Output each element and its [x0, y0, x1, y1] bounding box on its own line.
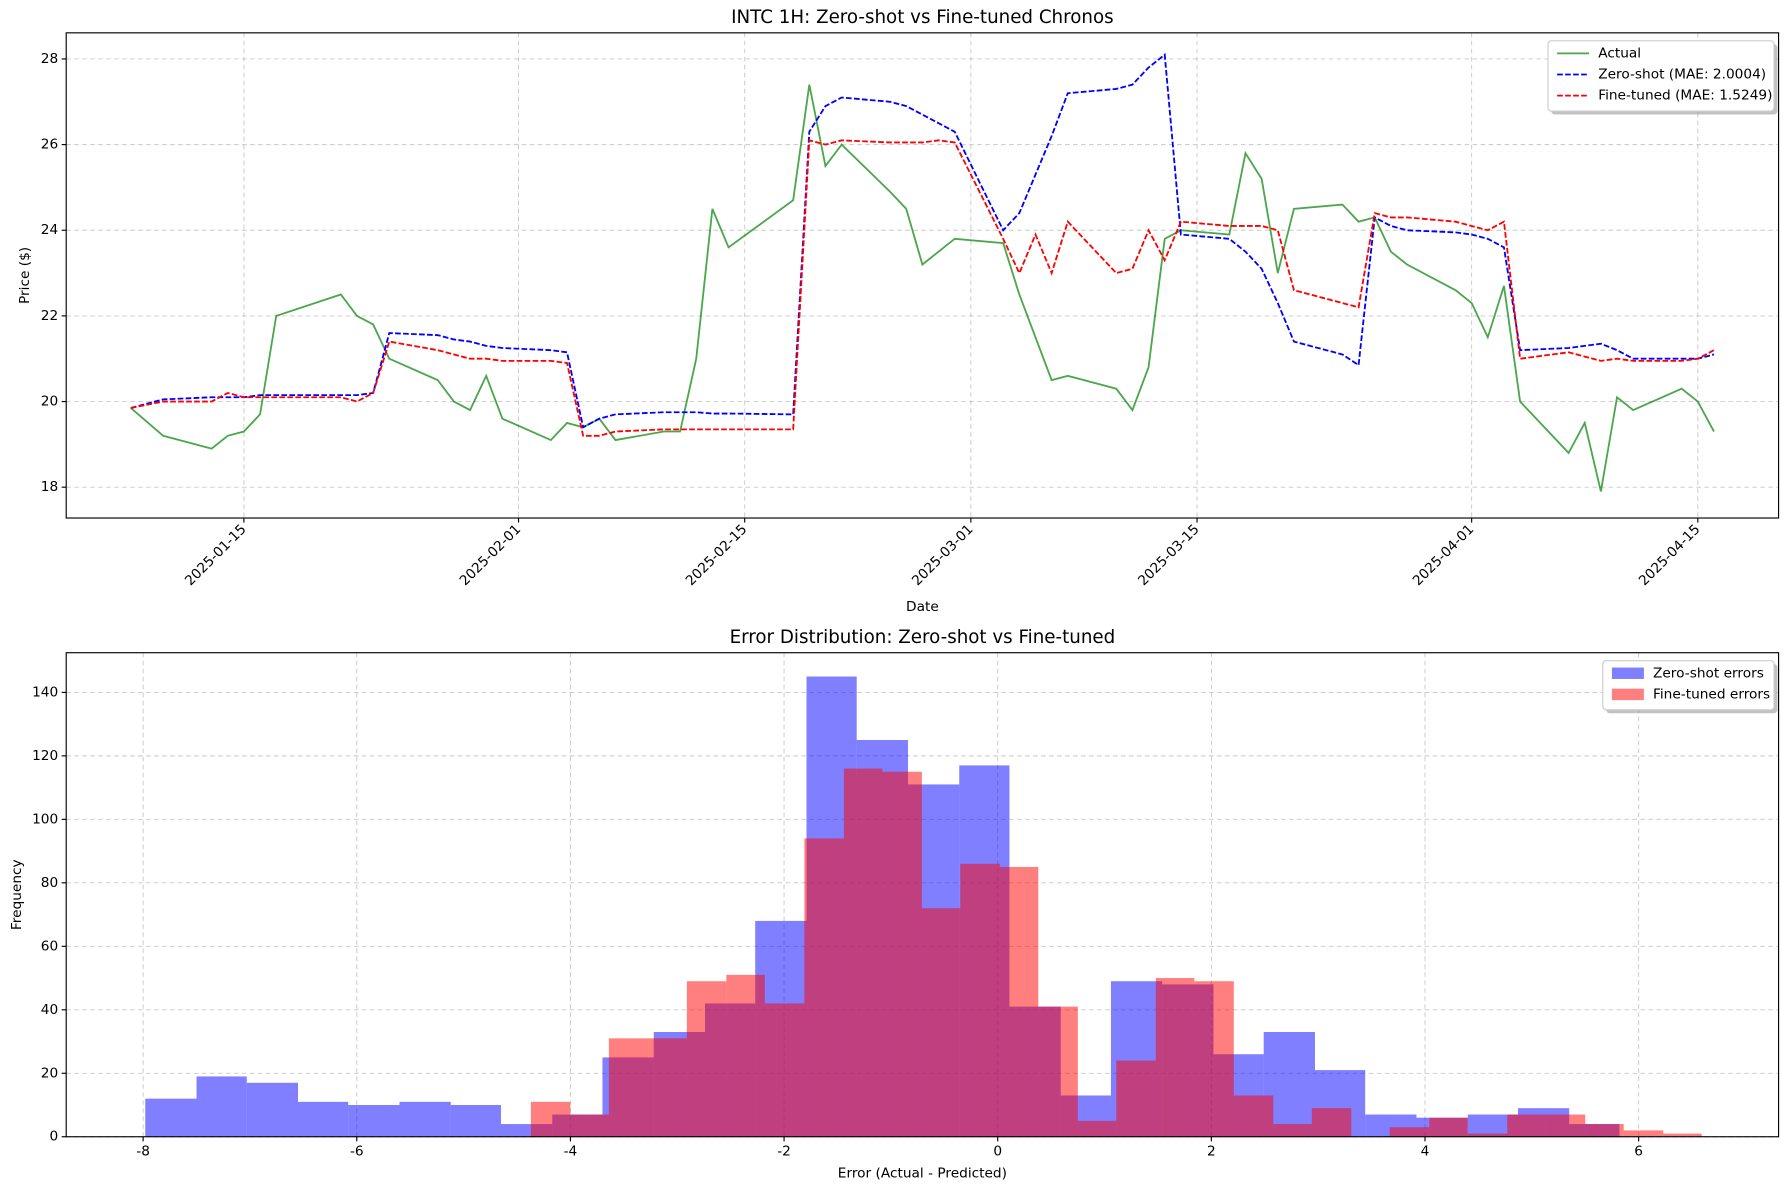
histogram-bar — [648, 1038, 687, 1137]
x-tick-label: 2025-03-01 — [909, 521, 977, 589]
histogram-bar — [921, 908, 961, 1137]
y-tick-label: 80 — [41, 875, 58, 891]
x-tick-label: 2025-03-15 — [1135, 521, 1203, 589]
x-tick-label: -8 — [136, 1144, 150, 1160]
histogram-bar — [1467, 1133, 1508, 1137]
legend-swatch — [1611, 667, 1644, 679]
x-tick-label: 2025-02-01 — [457, 521, 525, 589]
histogram-bar — [1077, 1120, 1117, 1137]
y-tick-label: 60 — [41, 938, 58, 954]
histogram-bar — [1429, 1117, 1468, 1137]
histogram-bar — [1194, 981, 1234, 1137]
histogram-bar — [348, 1105, 400, 1137]
x-tick-label: -2 — [777, 1144, 791, 1160]
y-tick-label: 22 — [41, 308, 58, 324]
y-tick-label: 18 — [41, 479, 58, 495]
histogram-bar — [450, 1105, 501, 1137]
chart-title: Error Distribution: Zero-shot vs Fine-tu… — [730, 627, 1116, 648]
y-tick-label: 24 — [41, 222, 58, 238]
histogram-bar — [1311, 1108, 1352, 1137]
x-tick-label: 2025-01-15 — [182, 521, 250, 589]
histogram-bar — [1116, 1060, 1156, 1137]
x-tick-label: 0 — [993, 1144, 1002, 1160]
histogram-bar — [246, 1082, 299, 1137]
histogram-bar — [1623, 1130, 1664, 1137]
histogram-bar — [999, 866, 1039, 1137]
histogram-bar — [298, 1101, 349, 1137]
x-tick-label: 4 — [1421, 1144, 1430, 1160]
x-tick-label: 2 — [1207, 1144, 1216, 1160]
plot-frame — [65, 652, 1780, 1138]
histogram-bar — [1389, 1127, 1430, 1137]
histogram-bar — [1467, 1114, 1518, 1137]
histogram-bar — [764, 1003, 805, 1137]
series-line — [130, 84, 1715, 492]
y-tick-label: 100 — [32, 811, 58, 827]
x-tick-label: 2025-02-15 — [683, 521, 751, 589]
legend-label: Actual — [1598, 45, 1641, 61]
y-tick-label: 20 — [41, 394, 58, 410]
y-tick-label: 0 — [50, 1129, 59, 1145]
chart-title: INTC 1H: Zero-shot vs Fine-tuned Chronos — [731, 7, 1114, 28]
y-axis-label: Price ($) — [17, 247, 33, 304]
x-axis-label: Date — [906, 599, 939, 615]
x-tick-label: 2025-04-01 — [1410, 521, 1478, 589]
histogram-bar — [608, 1038, 649, 1137]
x-tick-label: -6 — [350, 1144, 364, 1160]
histogram-bar — [686, 981, 727, 1137]
y-tick-label: 140 — [32, 684, 58, 700]
legend-label: Zero-shot (MAE: 2.0004) — [1598, 67, 1766, 83]
y-tick-label: 26 — [41, 137, 58, 153]
x-axis-label: Error (Actual - Predicted) — [838, 1165, 1007, 1181]
histogram-bar — [399, 1101, 451, 1137]
legend-label: Fine-tuned (MAE: 1.5249) — [1598, 88, 1772, 104]
legend — [1602, 660, 1775, 711]
y-tick-label: 120 — [32, 748, 58, 764]
histogram-bar — [1663, 1133, 1702, 1137]
y-axis-label: Frequency — [9, 859, 25, 930]
y-tick-label: 40 — [41, 1002, 58, 1018]
histogram-bar — [196, 1076, 247, 1137]
histogram-bar — [882, 771, 922, 1137]
legend-label: Fine-tuned errors — [1653, 686, 1770, 702]
histogram-bar — [804, 838, 844, 1137]
series-line — [130, 139, 1715, 437]
x-tick-label: 2025-04-15 — [1636, 521, 1704, 589]
histogram-bar — [843, 768, 883, 1137]
histogram-bar — [1233, 1095, 1274, 1137]
histogram-bar — [570, 1114, 609, 1137]
histogram-bar — [530, 1101, 571, 1137]
histogram-bar — [1545, 1114, 1586, 1137]
legend-label: Zero-shot errors — [1653, 665, 1764, 681]
plot-frame — [65, 32, 1780, 519]
histogram-bar — [960, 863, 1000, 1137]
x-tick-label: -4 — [564, 1144, 578, 1160]
legend-swatch — [1611, 688, 1644, 701]
legend — [1547, 40, 1775, 112]
histogram-bar — [1507, 1114, 1546, 1137]
histogram-bar — [1038, 1006, 1078, 1137]
histogram-bar — [1585, 1124, 1624, 1137]
y-tick-label: 20 — [41, 1065, 58, 1081]
y-tick-label: 28 — [41, 51, 58, 67]
x-tick-label: 6 — [1634, 1144, 1643, 1160]
histogram-bar — [726, 974, 765, 1137]
histogram-bar — [145, 1098, 197, 1137]
histogram-bar — [1155, 978, 1195, 1137]
series-line — [130, 52, 1715, 429]
histogram-bar — [1273, 1124, 1312, 1137]
